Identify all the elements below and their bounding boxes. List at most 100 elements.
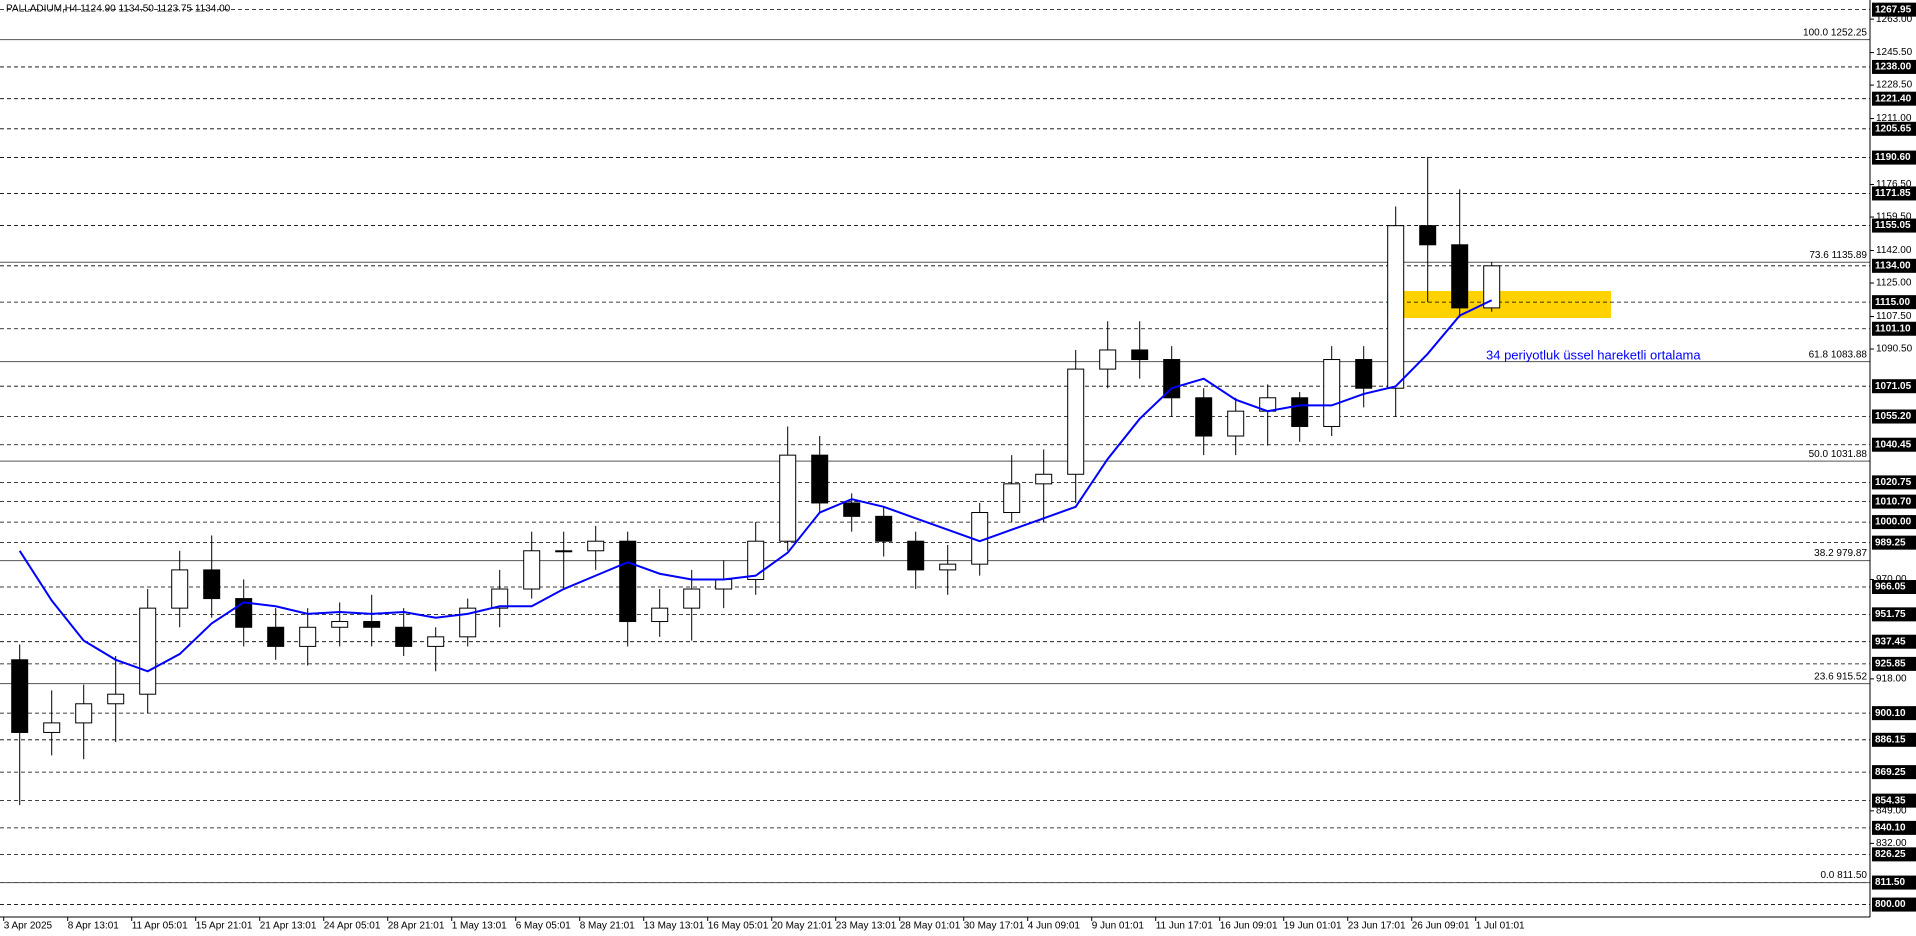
level-box bbox=[1872, 321, 1916, 336]
level-label: 937.45 bbox=[1875, 636, 1906, 647]
level-box bbox=[1872, 258, 1916, 273]
fib-label: 0.0 811.50 bbox=[1820, 870, 1867, 881]
plot bbox=[11, 156, 1501, 806]
level-label: 966.05 bbox=[1875, 582, 1906, 593]
x-tick-label: 23 May 13:01 bbox=[836, 921, 897, 932]
candle-body bbox=[139, 607, 157, 695]
level-label: 1055.20 bbox=[1875, 411, 1912, 422]
x-tick-label: 11 Apr 05:01 bbox=[132, 921, 188, 932]
level-box bbox=[1872, 656, 1916, 671]
level-box bbox=[1872, 634, 1916, 649]
fib-label: 100.0 1252.25 bbox=[1803, 27, 1867, 38]
level-box bbox=[1872, 765, 1916, 780]
x-tick-label: 15 Apr 21:01 bbox=[196, 921, 253, 932]
level-label: 1101.10 bbox=[1875, 323, 1911, 334]
candle-body bbox=[43, 722, 61, 733]
level-label: 1190.60 bbox=[1875, 152, 1911, 163]
level-box bbox=[1872, 580, 1916, 595]
x-tick-label: 8 Apr 13:01 bbox=[68, 921, 120, 932]
candle-body bbox=[267, 626, 285, 647]
y-tick-label: 1142.00 bbox=[1876, 245, 1912, 256]
candle-body bbox=[1451, 244, 1469, 309]
fib-label: 23.6 915.52 bbox=[1814, 671, 1867, 682]
candle-body bbox=[427, 636, 445, 647]
candle-body bbox=[11, 659, 29, 733]
level-label: 1155.05 bbox=[1875, 220, 1911, 231]
x-tick-label: 1 May 13:01 bbox=[452, 921, 507, 932]
candle-body bbox=[1387, 225, 1405, 389]
candle-body bbox=[683, 588, 701, 609]
y-tick-label: 1159.50 bbox=[1876, 212, 1912, 223]
candle-body bbox=[875, 515, 893, 542]
fib-label: 73.6 1135.89 bbox=[1809, 250, 1867, 261]
y-tick-label: 1245.50 bbox=[1876, 47, 1913, 58]
x-tick-label: 30 May 17:01 bbox=[964, 921, 1025, 932]
candle-body bbox=[1067, 368, 1085, 475]
candle-body bbox=[587, 540, 605, 552]
level-box bbox=[1872, 2, 1916, 17]
level-label: 800.00 bbox=[1875, 899, 1906, 910]
level-box bbox=[1872, 494, 1916, 509]
candle-body bbox=[171, 569, 189, 609]
level-label: 1020.75 bbox=[1875, 477, 1912, 488]
candle-body bbox=[1355, 359, 1373, 389]
level-box bbox=[1872, 875, 1916, 890]
candle-body bbox=[75, 703, 93, 724]
level-label: 869.25 bbox=[1875, 767, 1906, 778]
level-label: 1205.65 bbox=[1875, 123, 1912, 134]
level-box bbox=[1872, 820, 1916, 835]
y-tick-label: 970.00 bbox=[1876, 574, 1907, 585]
x-tick-label: 4 Jun 09:01 bbox=[1028, 921, 1081, 932]
level-box bbox=[1872, 295, 1916, 310]
candle-body bbox=[811, 454, 829, 504]
y-tick-label: 918.00 bbox=[1876, 674, 1907, 685]
x-tick-label: 11 Jun 17:01 bbox=[1156, 921, 1214, 932]
x-tick-label: 24 Apr 05:01 bbox=[324, 921, 381, 932]
x-tick-label: 3 Apr 2025 bbox=[4, 921, 53, 932]
level-label: 1267.95 bbox=[1875, 4, 1912, 15]
candle-body bbox=[331, 621, 349, 628]
x-tick-label: 21 Apr 13:01 bbox=[260, 921, 317, 932]
candle-body bbox=[779, 454, 797, 542]
level-label: 951.75 bbox=[1875, 609, 1906, 620]
candle-body bbox=[843, 502, 861, 517]
y-tick-label: 1176.50 bbox=[1876, 179, 1912, 190]
candle-body bbox=[1419, 225, 1437, 246]
level-label: 1010.70 bbox=[1875, 496, 1912, 507]
candle-body bbox=[1163, 359, 1181, 399]
level-box bbox=[1872, 847, 1916, 862]
level-label: 989.25 bbox=[1875, 537, 1906, 548]
level-box bbox=[1872, 732, 1916, 747]
candle-body bbox=[363, 621, 381, 628]
fib-label: 61.8 1083.88 bbox=[1809, 349, 1868, 360]
level-box bbox=[1872, 475, 1916, 490]
x-tick-label: 20 May 21:01 bbox=[772, 921, 833, 932]
candle-body bbox=[107, 693, 125, 705]
ema-annotation: 34 periyotluk üssel hareketli ortalama bbox=[1486, 347, 1701, 362]
level-label: 1134.00 bbox=[1875, 260, 1911, 271]
x-tick-label: 9 Jun 01:01 bbox=[1092, 921, 1145, 932]
x-tick-label: 26 Jun 09:01 bbox=[1412, 921, 1470, 932]
candle-body bbox=[619, 540, 637, 623]
y-tick-label: 1090.50 bbox=[1876, 344, 1913, 355]
level-label: 1115.00 bbox=[1875, 297, 1910, 308]
candle-body bbox=[1291, 397, 1309, 427]
y-tick-label: 1228.50 bbox=[1876, 80, 1913, 91]
candle-body bbox=[1227, 410, 1245, 437]
candle-body bbox=[1483, 265, 1501, 309]
x-tick-label: 28 Apr 21:01 bbox=[388, 921, 445, 932]
candle-body bbox=[555, 550, 573, 553]
level-box bbox=[1872, 706, 1916, 721]
x-tick-label: 23 Jun 17:01 bbox=[1348, 921, 1406, 932]
candle-body bbox=[1099, 349, 1117, 370]
fib-label: 38.2 979.87 bbox=[1814, 548, 1867, 559]
chart-title: PALLADIUM,H4 1124.90 1134.50 1123.75 113… bbox=[6, 4, 231, 15]
y-tick-label: 1107.50 bbox=[1876, 311, 1912, 322]
level-label: 925.85 bbox=[1875, 659, 1906, 670]
level-box bbox=[1872, 607, 1916, 622]
level-label: 1000.00 bbox=[1875, 517, 1912, 528]
level-label: 900.10 bbox=[1875, 708, 1906, 719]
x-tick-label: 16 Jun 09:01 bbox=[1220, 921, 1278, 932]
level-box bbox=[1872, 150, 1916, 165]
y-tick-label: 1125.00 bbox=[1876, 278, 1912, 289]
